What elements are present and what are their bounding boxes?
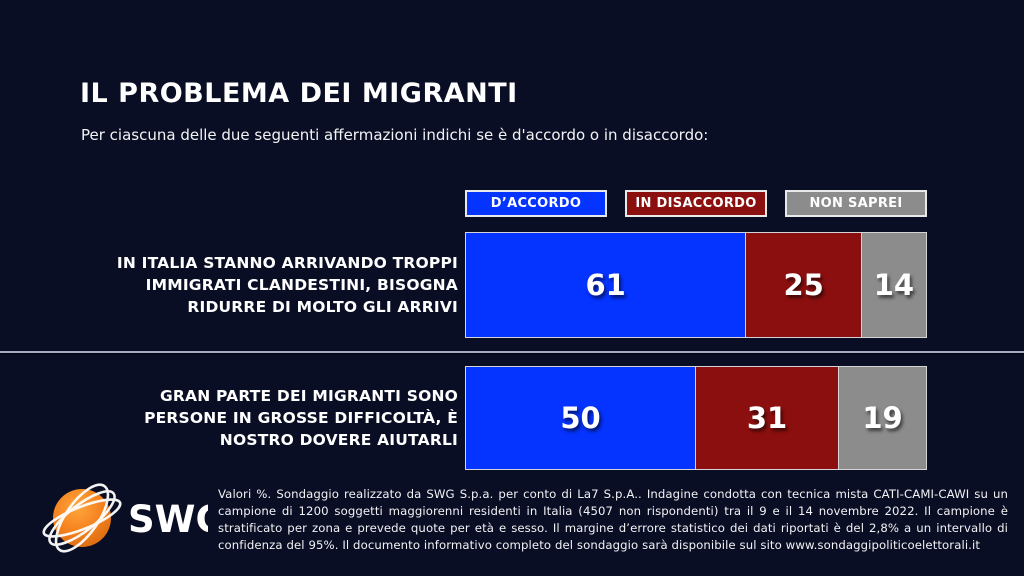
bar-value: 31 [746, 401, 788, 435]
methodology-note: Valori %. Sondaggio realizzato da SWG S.… [218, 487, 1008, 552]
subtitle: Per ciascuna delle due seguenti affermaz… [81, 126, 709, 144]
chart-row-1-label: IN ITALIA STANNO ARRIVANDO TROPPI IMMIGR… [116, 254, 458, 316]
bar-value: 19 [862, 401, 903, 435]
legend-label-disagree: IN DISACCORDO [635, 196, 757, 211]
chart-row-1-bar: 61 25 14 [465, 232, 927, 338]
bar-segment-disagree: 25 [746, 232, 862, 338]
chart-row-2-bar: 50 31 19 [465, 366, 927, 470]
bar-value: 50 [560, 401, 601, 435]
bar-value: 25 [783, 268, 824, 302]
bar-value: 61 [585, 268, 626, 302]
swg-logo-text: SWG [128, 498, 208, 541]
legend: D’ACCORDO IN DISACCORDO NON SAPREI [465, 190, 927, 217]
swg-logo: SWG [40, 478, 226, 562]
legend-label-dontknow: NON SAPREI [809, 196, 903, 211]
bar-segment-dontknow: 19 [838, 366, 927, 470]
legend-item-dontknow: NON SAPREI [785, 190, 927, 217]
bar-segment-dontknow: 14 [861, 232, 927, 338]
legend-item-agree: D’ACCORDO [465, 190, 607, 217]
page-title: IL PROBLEMA DEI MIGRANTI [80, 78, 518, 109]
chart-row-2: GRAN PARTE DEI MIGRANTI SONO PERSONE IN … [0, 366, 1024, 470]
bar-value: 14 [873, 268, 915, 302]
row-divider [0, 351, 1024, 353]
legend-item-disagree: IN DISACCORDO [625, 190, 767, 217]
bar-segment-agree: 50 [465, 366, 696, 470]
chart-row-2-label: GRAN PARTE DEI MIGRANTI SONO PERSONE IN … [144, 387, 458, 449]
chart-row-1: IN ITALIA STANNO ARRIVANDO TROPPI IMMIGR… [0, 232, 1024, 338]
bar-segment-agree: 61 [465, 232, 747, 338]
bar-segment-disagree: 31 [696, 366, 839, 470]
swg-globe-icon: SWG [42, 483, 226, 553]
legend-label-agree: D’ACCORDO [490, 196, 582, 211]
